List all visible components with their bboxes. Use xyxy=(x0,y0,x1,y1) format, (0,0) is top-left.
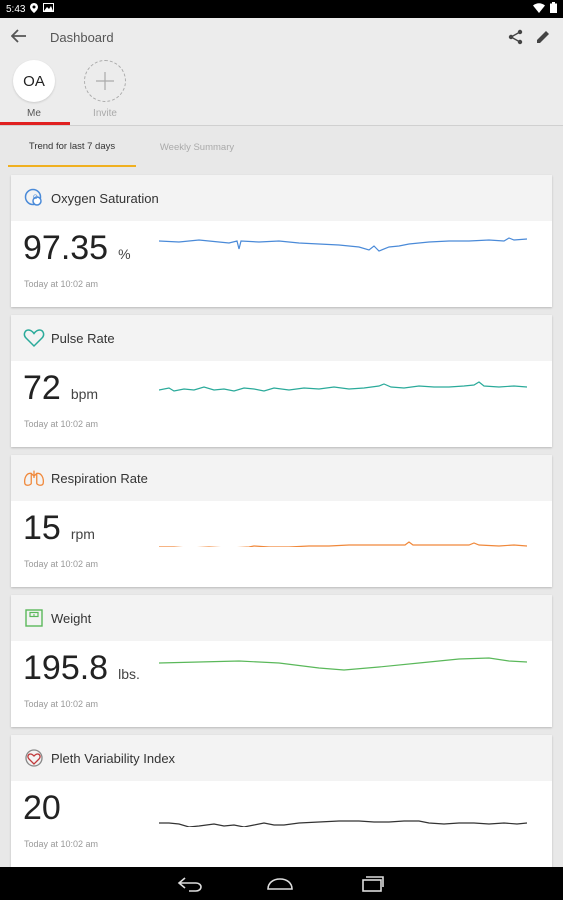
profile-me[interactable]: OA Me xyxy=(4,60,64,119)
card-value: 15 rpm xyxy=(23,509,95,548)
value-unit: lbs. xyxy=(118,666,140,682)
lungs-icon xyxy=(23,467,45,489)
card-value: 195.8 lbs. xyxy=(23,649,140,688)
card-title: Pleth Variability Index xyxy=(51,750,176,766)
image-icon xyxy=(43,3,55,15)
share-button[interactable] xyxy=(506,27,526,47)
clock: 5:43 xyxy=(6,3,26,15)
value-number: 20 xyxy=(23,789,61,827)
location-icon xyxy=(30,2,39,16)
card-header: Pulse Rate xyxy=(11,315,552,361)
trend-sparkline xyxy=(159,381,527,392)
value-number: 97.35 xyxy=(23,229,109,267)
card-pleth-variability-index[interactable]: Pleth Variability Index 20 Today at 10:0… xyxy=(11,735,552,867)
oxygen-icon: O xyxy=(23,187,45,209)
card-title: Oxygen Saturation xyxy=(51,190,159,206)
timestamp: Today at 10:02 am xyxy=(24,699,99,709)
card-weight[interactable]: Weight 195.8 lbs. Today at 10:02 am xyxy=(11,595,552,727)
card-header: Pleth Variability Index xyxy=(11,735,552,781)
value-unit: rpm xyxy=(70,526,95,542)
nav-recents-button[interactable] xyxy=(358,873,386,895)
card-pulse-rate[interactable]: Pulse Rate 72 bpm Today at 10:02 am xyxy=(11,315,552,447)
app-header: Dashboard OA Me Invite xyxy=(0,18,563,126)
wifi-icon xyxy=(533,2,545,16)
pencil-icon xyxy=(537,31,549,43)
card-oxygen-saturation[interactable]: O Oxygen Saturation 97.35 % Today at 10:… xyxy=(11,175,552,307)
arrow-left-icon xyxy=(11,29,26,43)
tab-weekly-summary[interactable]: Weekly Summary xyxy=(159,141,235,153)
home-nav-icon xyxy=(267,878,293,890)
card-title: Respiration Rate xyxy=(51,470,148,486)
timestamp: Today at 10:02 am xyxy=(24,279,99,289)
card-respiration-rate[interactable]: Respiration Rate 15 rpm Today at 10:02 a… xyxy=(11,455,552,587)
page-title: Dashboard xyxy=(50,30,114,45)
card-value: 97.35 % xyxy=(23,229,131,268)
card-header: Weight xyxy=(11,595,552,641)
value-number: 72 xyxy=(23,369,61,407)
nav-back-button[interactable] xyxy=(176,873,204,895)
back-button[interactable] xyxy=(8,25,30,47)
back-nav-icon xyxy=(177,877,202,892)
trend-sparkline xyxy=(159,820,527,827)
value-unit: bpm xyxy=(70,386,99,402)
recents-nav-icon xyxy=(362,876,384,892)
card-title: Weight xyxy=(51,610,92,626)
card-header: O Oxygen Saturation xyxy=(11,175,552,221)
status-bar: 5:43 xyxy=(0,0,563,18)
selected-profile-indicator xyxy=(0,122,70,125)
value-number: 15 xyxy=(23,509,61,547)
timestamp: Today at 10:02 am xyxy=(24,839,99,849)
value-unit: % xyxy=(118,246,131,262)
profile-label-me: Me xyxy=(27,108,41,119)
heart-icon xyxy=(23,327,45,349)
nav-home-button[interactable] xyxy=(266,873,294,895)
invite-button[interactable]: Invite xyxy=(75,60,135,119)
scale-icon xyxy=(23,607,45,629)
card-title: Pulse Rate xyxy=(51,330,115,346)
trend-sparkline xyxy=(159,657,527,671)
tabs-bar: Trend for last 7 days Weekly Summary xyxy=(0,127,563,167)
edit-button[interactable] xyxy=(533,27,553,47)
navigation-bar xyxy=(0,867,563,900)
card-header: Respiration Rate xyxy=(11,455,552,501)
card-value: 72 bpm xyxy=(23,369,98,408)
profile-label-invite: Invite xyxy=(93,108,117,119)
timestamp: Today at 10:02 am xyxy=(24,419,99,429)
tab-trend[interactable]: Trend for last 7 days xyxy=(8,127,136,167)
plus-icon xyxy=(84,60,126,102)
battery-icon xyxy=(550,2,557,16)
trend-sparkline xyxy=(159,237,527,252)
timestamp: Today at 10:02 am xyxy=(24,559,99,569)
pleth-icon xyxy=(23,747,45,769)
trend-sparkline xyxy=(159,541,527,547)
svg-text:O: O xyxy=(33,195,38,201)
card-value: 20 xyxy=(23,789,71,828)
avatar: OA xyxy=(13,60,55,102)
value-number: 195.8 xyxy=(23,649,109,687)
share-icon xyxy=(508,29,523,45)
